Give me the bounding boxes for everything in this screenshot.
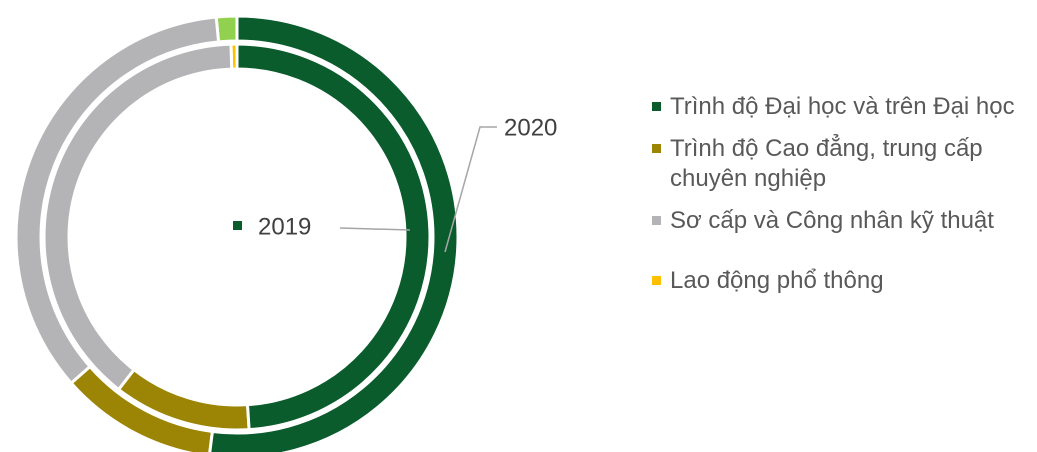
legend-label: Lao động phổ thông — [670, 267, 884, 294]
donut-segment — [235, 42, 432, 432]
leader-line — [444, 126, 497, 253]
donut-segment — [42, 42, 234, 392]
legend-item: Trình độ Cao đẳng, trung cấp chuyên nghi… — [648, 134, 1033, 194]
legend-item: Trình độ Đại học và trên Đại học — [648, 92, 1033, 122]
legend-label: Sơ cấp và Công nhân kỹ thuật — [670, 207, 994, 234]
donut-segment — [14, 15, 221, 386]
legend: Trình độ Đại học và trên Đại học Trình độ… — [648, 92, 1033, 296]
label-marker — [233, 221, 242, 230]
leader-line — [339, 227, 411, 231]
legend-swatch — [652, 144, 661, 153]
legend-item: Sơ cấp và Công nhân kỹ thuật — [648, 206, 1033, 236]
legend-swatch — [652, 216, 661, 225]
legend-label: Trình độ Đại học và trên Đại học — [670, 93, 1015, 120]
donut-segment — [69, 364, 215, 452]
legend-swatch — [652, 276, 661, 285]
legend-label: Trình độ Cao đẳng, trung cấp chuyên nghi… — [670, 135, 983, 192]
series-label: 2020 — [504, 114, 557, 141]
donut-segment — [208, 14, 460, 452]
legend-item: Lao động phổ thông — [648, 266, 1033, 296]
legend-swatch — [652, 102, 661, 111]
series-label: 2019 — [258, 213, 311, 240]
donut-segment — [116, 367, 251, 432]
